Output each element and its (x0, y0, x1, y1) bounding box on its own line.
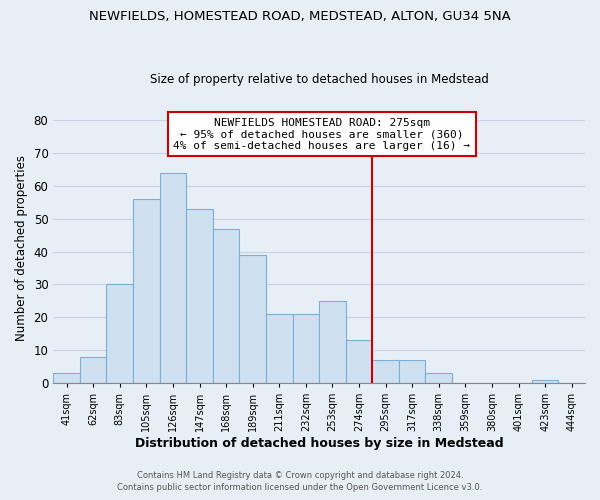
Bar (532, 380, 559, 383)
Bar (53, 373, 80, 383)
Bar (106, 284, 133, 383)
X-axis label: Distribution of detached houses by size in Medstead: Distribution of detached houses by size … (135, 437, 503, 450)
Bar (399, 360, 425, 383)
Bar (239, 255, 266, 383)
Bar (186, 209, 213, 383)
Bar (213, 228, 239, 383)
Text: Contains HM Land Registry data © Crown copyright and database right 2024.
Contai: Contains HM Land Registry data © Crown c… (118, 471, 482, 492)
Text: NEWFIELDS HOMESTEAD ROAD: 275sqm
← 95% of detached houses are smaller (360)
4% o: NEWFIELDS HOMESTEAD ROAD: 275sqm ← 95% o… (173, 118, 470, 151)
Bar (160, 172, 186, 383)
Bar (425, 373, 452, 383)
Bar (319, 301, 346, 383)
Text: NEWFIELDS, HOMESTEAD ROAD, MEDSTEAD, ALTON, GU34 5NA: NEWFIELDS, HOMESTEAD ROAD, MEDSTEAD, ALT… (89, 10, 511, 23)
Bar (266, 314, 293, 383)
Bar (346, 340, 373, 383)
Bar (373, 360, 399, 383)
Y-axis label: Number of detached properties: Number of detached properties (15, 156, 28, 342)
Bar (293, 314, 319, 383)
Bar (80, 357, 106, 383)
Bar (133, 199, 160, 383)
Title: Size of property relative to detached houses in Medstead: Size of property relative to detached ho… (150, 73, 488, 86)
